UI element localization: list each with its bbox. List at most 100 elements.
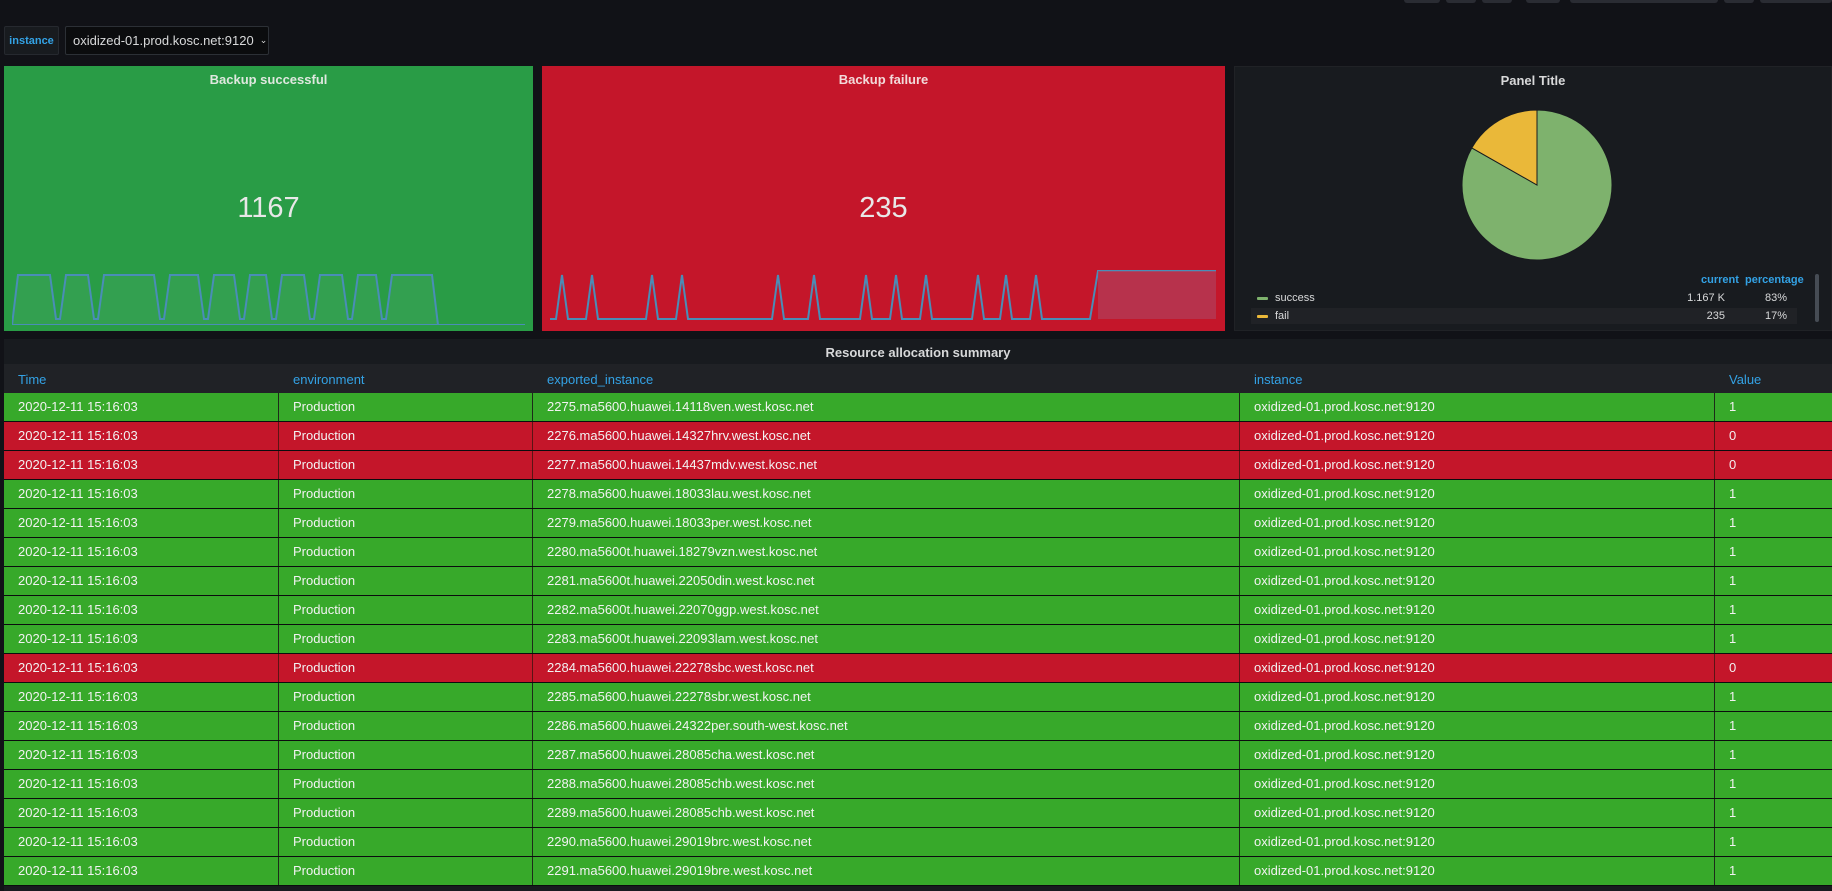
toolbar-button[interactable] xyxy=(1724,0,1754,3)
cell-time: 2020-12-11 15:16:03 xyxy=(4,451,279,479)
cell-time: 2020-12-11 15:16:03 xyxy=(4,625,279,653)
cell-instance: oxidized-01.prod.kosc.net:9120 xyxy=(1240,422,1715,450)
legend-header-current[interactable]: current xyxy=(1701,274,1739,286)
table-row[interactable]: 2020-12-11 15:16:03 Production 2286.ma5600… xyxy=(4,712,1832,741)
table-row[interactable]: 2020-12-11 15:16:03 Production 2275.ma5600… xyxy=(4,393,1832,422)
cell-environment: Production xyxy=(279,683,533,711)
table-row[interactable]: 2020-12-11 15:16:03 Production 2283.ma5600… xyxy=(4,625,1832,654)
cell-instance: oxidized-01.prod.kosc.net:9120 xyxy=(1240,393,1715,421)
toolbar-button[interactable] xyxy=(1482,0,1512,3)
table-row[interactable]: 2020-12-11 15:16:03 Production 2281.ma5600… xyxy=(4,567,1832,596)
legend-item-fail[interactable]: fail 235 17% xyxy=(1251,308,1797,324)
panel-title[interactable]: Panel Title xyxy=(1500,73,1566,88)
table-row[interactable]: 2020-12-11 15:16:03 Production 2277.ma5600… xyxy=(4,451,1832,480)
cell-value: 1 xyxy=(1729,631,1737,646)
pie-chart-panel[interactable]: Panel Title current percentage success 1… xyxy=(1234,66,1832,331)
cell-time: 2020-12-11 15:16:03 xyxy=(4,828,279,856)
legend-item-success[interactable]: success 1.167 K 83% xyxy=(1251,290,1797,306)
stat-value: 235 xyxy=(859,192,908,224)
cell-value: 1 xyxy=(1729,573,1737,588)
toolbar-button[interactable] xyxy=(1446,0,1476,3)
cell-instance: oxidized-01.prod.kosc.net:9120 xyxy=(1240,799,1715,827)
cell-exported-instance: 2283.ma5600t.huawei.22093lam.west.kosc.n… xyxy=(533,625,1240,653)
cell-exported-instance: 2285.ma5600.huawei.22278sbr.west.kosc.ne… xyxy=(533,683,1240,711)
pie-chart xyxy=(1461,109,1613,261)
cell-exported-instance: 2289.ma5600.huawei.28085chb.west.kosc.ne… xyxy=(533,799,1240,827)
panel-title[interactable]: Backup successful xyxy=(209,72,328,87)
column-header-value[interactable]: Value xyxy=(1729,372,1762,387)
column-header-time[interactable]: Time xyxy=(18,372,47,387)
cell-environment: Production xyxy=(279,567,533,595)
table-row[interactable]: 2020-12-11 15:16:03 Production 2288.ma5600… xyxy=(4,770,1832,799)
backup-successful-panel[interactable]: Backup successful 1167 xyxy=(4,66,533,331)
cell-instance: oxidized-01.prod.kosc.net:9120 xyxy=(1240,625,1715,653)
cell-time: 2020-12-11 15:16:03 xyxy=(4,538,279,566)
legend-current: 235 xyxy=(1706,310,1725,322)
table-row[interactable]: 2020-12-11 15:16:03 Production 2285.ma5600… xyxy=(4,683,1832,712)
toolbar-button[interactable] xyxy=(1404,0,1440,3)
cell-instance: oxidized-01.prod.kosc.net:9120 xyxy=(1240,654,1715,682)
success-sparkline xyxy=(12,274,525,325)
table-row[interactable]: 2020-12-11 15:16:03 Production 2291.ma5600… xyxy=(4,857,1832,886)
cell-environment: Production xyxy=(279,741,533,769)
table-row[interactable]: 2020-12-11 15:16:03 Production 2279.ma5600… xyxy=(4,509,1832,538)
cell-exported-instance: 2276.ma5600.huawei.14327hrv.west.kosc.ne… xyxy=(533,422,1240,450)
cell-time: 2020-12-11 15:16:03 xyxy=(4,480,279,508)
refresh-button[interactable] xyxy=(1760,0,1832,3)
column-header-instance[interactable]: instance xyxy=(1254,372,1303,387)
time-picker-button[interactable] xyxy=(1570,0,1718,3)
cell-exported-instance: 2278.ma5600.huawei.18033lau.west.kosc.ne… xyxy=(533,480,1240,508)
table-row[interactable]: 2020-12-11 15:16:03 Production 2284.ma5600… xyxy=(4,654,1832,683)
cell-value: 1 xyxy=(1729,602,1737,617)
instance-variable-select[interactable]: oxidized-01.prod.kosc.net:9120 ⌄ xyxy=(65,26,269,55)
cell-instance: oxidized-01.prod.kosc.net:9120 xyxy=(1240,480,1715,508)
cell-exported-instance: 2284.ma5600.huawei.22278sbc.west.kosc.ne… xyxy=(533,654,1240,682)
dashboard-header: instance oxidized-01.prod.kosc.net:9120 … xyxy=(0,0,1832,62)
cell-exported-instance: 2281.ma5600t.huawei.22050din.west.kosc.n… xyxy=(533,567,1240,595)
legend-swatch-success xyxy=(1257,297,1268,300)
legend-percentage: 83% xyxy=(1764,292,1787,304)
instance-variable-value: oxidized-01.prod.kosc.net:9120 xyxy=(73,33,254,48)
cell-exported-instance: 2282.ma5600t.huawei.22070ggp.west.kosc.n… xyxy=(533,596,1240,624)
table-row[interactable]: 2020-12-11 15:16:03 Production 2282.ma5600… xyxy=(4,596,1832,625)
legend-swatch-fail xyxy=(1257,315,1268,318)
cell-instance: oxidized-01.prod.kosc.net:9120 xyxy=(1240,683,1715,711)
cell-exported-instance: 2280.ma5600t.huawei.18279vzn.west.kosc.n… xyxy=(533,538,1240,566)
column-header-environment[interactable]: environment xyxy=(293,372,365,387)
legend-header-percentage[interactable]: percentage xyxy=(1745,274,1804,286)
cell-instance: oxidized-01.prod.kosc.net:9120 xyxy=(1240,857,1715,885)
table-row[interactable]: 2020-12-11 15:16:03 Production 2290.ma5600… xyxy=(4,828,1832,857)
cell-value: 1 xyxy=(1729,834,1737,849)
cell-time: 2020-12-11 15:16:03 xyxy=(4,654,279,682)
cell-value: 0 xyxy=(1729,457,1737,472)
resource-allocation-table-panel[interactable]: Resource allocation summary Time environ… xyxy=(4,339,1832,891)
cell-environment: Production xyxy=(279,770,533,798)
cell-environment: Production xyxy=(279,480,533,508)
cell-time: 2020-12-11 15:16:03 xyxy=(4,857,279,885)
pie-slice-fail[interactable] xyxy=(1471,109,1538,186)
table-row[interactable]: 2020-12-11 15:16:03 Production 2276.ma5600… xyxy=(4,422,1832,451)
cell-environment: Production xyxy=(279,596,533,624)
cell-exported-instance: 2287.ma5600.huawei.28085cha.west.kosc.ne… xyxy=(533,741,1240,769)
cell-instance: oxidized-01.prod.kosc.net:9120 xyxy=(1240,741,1715,769)
legend-scrollbar[interactable] xyxy=(1815,274,1819,322)
cell-exported-instance: 2277.ma5600.huawei.14437mdv.west.kosc.ne… xyxy=(533,451,1240,479)
cell-time: 2020-12-11 15:16:03 xyxy=(4,799,279,827)
table-row[interactable]: 2020-12-11 15:16:03 Production 2280.ma5600… xyxy=(4,538,1832,567)
cell-time: 2020-12-11 15:16:03 xyxy=(4,567,279,595)
panel-title[interactable]: Resource allocation summary xyxy=(825,345,1011,360)
toolbar-button[interactable] xyxy=(1526,0,1560,3)
panel-title[interactable]: Backup failure xyxy=(838,72,929,87)
table-row[interactable]: 2020-12-11 15:16:03 Production 2287.ma5600… xyxy=(4,741,1832,770)
sparkline-line xyxy=(550,270,1216,320)
table-row[interactable]: 2020-12-11 15:16:03 Production 2289.ma5600… xyxy=(4,799,1832,828)
column-header-exported-instance[interactable]: exported_instance xyxy=(547,372,654,387)
cell-time: 2020-12-11 15:16:03 xyxy=(4,712,279,740)
cell-instance: oxidized-01.prod.kosc.net:9120 xyxy=(1240,770,1715,798)
cell-instance: oxidized-01.prod.kosc.net:9120 xyxy=(1240,451,1715,479)
cell-value: 1 xyxy=(1729,486,1737,501)
backup-failure-panel[interactable]: Backup failure 235 xyxy=(542,66,1225,331)
cell-instance: oxidized-01.prod.kosc.net:9120 xyxy=(1240,828,1715,856)
cell-value: 1 xyxy=(1729,776,1737,791)
table-row[interactable]: 2020-12-11 15:16:03 Production 2278.ma5600… xyxy=(4,480,1832,509)
